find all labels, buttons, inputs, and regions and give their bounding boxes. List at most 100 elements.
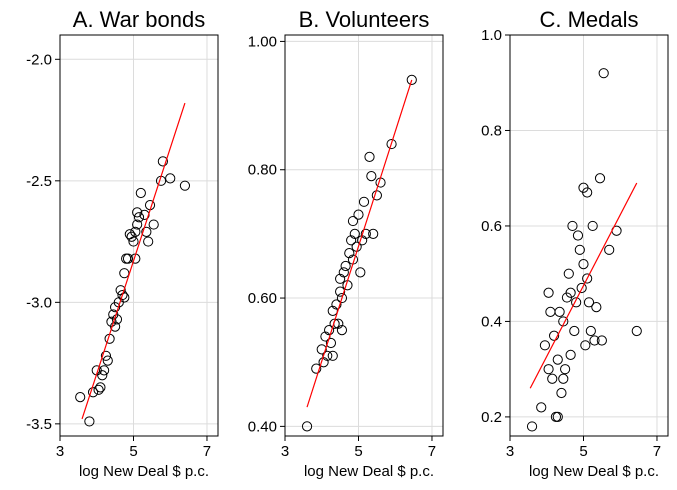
y-tick-label: 0.4	[481, 313, 502, 330]
data-point	[325, 337, 337, 349]
data-point	[358, 196, 370, 207]
data-point	[133, 212, 145, 223]
data-point	[574, 244, 585, 255]
fit-line	[81, 102, 186, 420]
data-point	[547, 373, 558, 384]
data-point	[594, 173, 606, 184]
data-point	[318, 357, 329, 368]
chart-title: B. Volunteers	[299, 7, 430, 32]
data-point	[571, 297, 582, 308]
data-point	[157, 156, 168, 167]
data-point	[349, 228, 360, 239]
x-tick-label: 7	[203, 443, 211, 460]
data-point	[543, 287, 554, 298]
data-point	[179, 180, 191, 191]
data-point	[526, 421, 538, 432]
data-point	[580, 340, 591, 351]
data-point	[543, 364, 554, 375]
data-point	[548, 330, 560, 341]
data-point	[301, 421, 313, 432]
y-tick-label: -2.5	[26, 173, 52, 190]
data-point	[386, 138, 397, 150]
data-point	[578, 259, 589, 270]
data-point	[75, 392, 86, 403]
data-point	[336, 292, 348, 304]
data-point	[556, 387, 567, 399]
data-point	[117, 289, 128, 301]
x-tick-label: 5	[354, 443, 362, 460]
data-point	[558, 316, 569, 327]
data-point	[554, 306, 565, 317]
data-point	[585, 325, 596, 337]
data-point	[572, 230, 584, 241]
y-tick-label: 0.40	[248, 418, 277, 435]
data-point	[111, 314, 123, 325]
panel-volunteers: B. Volunteers 0.40 0.60 0.80 1.00 3 5 7 log New …	[248, 7, 444, 480]
data-point	[589, 335, 600, 346]
x-tick-label: 7	[428, 443, 436, 460]
data-point	[128, 236, 139, 247]
data-point	[130, 226, 141, 237]
y-tick-label: 1.0	[481, 27, 502, 44]
data-point	[360, 228, 371, 239]
data-point	[135, 187, 146, 199]
plot-frame	[509, 34, 669, 437]
x-axis-label: log New Deal $ p.c.	[529, 463, 659, 480]
data-point	[355, 267, 366, 278]
data-point	[368, 228, 379, 239]
data-point	[558, 373, 569, 384]
data-point	[119, 292, 130, 303]
data-point	[102, 355, 113, 366]
data-point	[316, 344, 327, 355]
data-point	[335, 273, 346, 284]
fit-line	[306, 79, 413, 408]
x-axis-label: log New Deal $ p.c.	[79, 463, 209, 480]
data-point	[331, 299, 342, 310]
data-point	[110, 321, 121, 332]
data-point	[165, 173, 176, 184]
data-point	[565, 349, 576, 360]
data-point	[93, 384, 104, 395]
data-point	[119, 268, 130, 279]
data-point	[327, 350, 338, 361]
data-point	[353, 209, 364, 220]
data-point	[132, 207, 143, 218]
data-point	[569, 325, 580, 337]
data-point	[539, 340, 551, 351]
data-point	[98, 365, 110, 376]
data-point	[311, 363, 322, 374]
data-point	[335, 286, 346, 297]
data-point	[84, 416, 95, 427]
data-point	[582, 273, 593, 284]
data-point	[346, 235, 357, 246]
data-point	[143, 236, 154, 247]
data-point	[631, 325, 642, 337]
x-axis-label: log New Deal $ p.c.	[304, 463, 434, 480]
panel-war-bonds: A. War bonds -3.5 -3.0 -2.5 -2.0 3 5 7 log New D…	[26, 7, 219, 480]
data-point	[95, 382, 106, 393]
data-point	[536, 402, 547, 413]
plot-frame	[59, 34, 219, 437]
data-point	[132, 219, 143, 230]
y-tick-label: 0.80	[248, 162, 277, 179]
data-point	[122, 253, 134, 264]
data-point	[141, 226, 152, 237]
data-point	[567, 220, 578, 232]
y-tick-label: 1.00	[248, 33, 277, 50]
y-tick-label: -3.0	[26, 294, 52, 311]
x-tick-label: 5	[129, 443, 137, 460]
data-point	[565, 287, 576, 298]
data-point	[552, 354, 563, 365]
chart-title: A. War bonds	[73, 7, 205, 32]
data-point	[87, 387, 99, 398]
x-tick-label: 3	[56, 443, 64, 460]
data-point	[587, 220, 598, 232]
data-point	[148, 219, 159, 230]
data-point	[576, 282, 587, 294]
y-tick-label: -3.5	[26, 416, 52, 433]
data-point	[338, 267, 349, 278]
x-tick-label: 3	[506, 443, 514, 460]
data-point	[336, 325, 348, 336]
data-point	[340, 260, 351, 272]
data-point	[347, 215, 359, 227]
